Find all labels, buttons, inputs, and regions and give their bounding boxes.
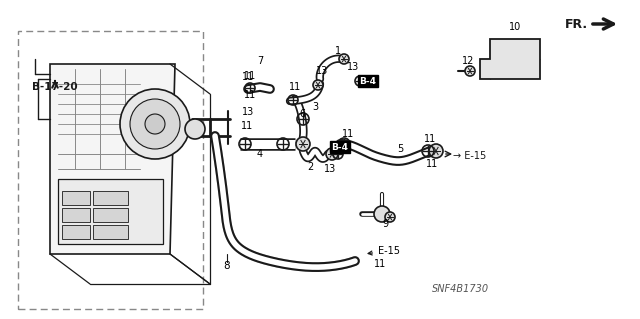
Bar — [62, 191, 90, 205]
Text: 4: 4 — [257, 149, 263, 159]
Text: → E-15: → E-15 — [453, 151, 486, 161]
Circle shape — [385, 212, 395, 222]
Text: 7: 7 — [257, 56, 263, 66]
Text: 11: 11 — [241, 121, 253, 131]
Text: 11: 11 — [244, 90, 256, 100]
Bar — [93, 225, 128, 239]
Circle shape — [145, 114, 165, 134]
Circle shape — [326, 148, 338, 160]
Circle shape — [296, 137, 310, 151]
Bar — [93, 191, 128, 205]
Text: 11: 11 — [374, 259, 386, 269]
Circle shape — [313, 80, 323, 90]
Text: 9: 9 — [382, 219, 388, 229]
Text: 11: 11 — [424, 134, 436, 144]
Text: 2: 2 — [307, 162, 313, 172]
Text: 1: 1 — [335, 46, 341, 56]
Bar — [58, 179, 163, 244]
Text: 11: 11 — [426, 159, 438, 169]
Text: 10: 10 — [509, 22, 521, 32]
Bar — [18, 31, 203, 309]
Bar — [62, 225, 90, 239]
Circle shape — [339, 54, 349, 64]
Text: B-4: B-4 — [332, 143, 349, 152]
Text: 11: 11 — [244, 71, 256, 81]
Text: 6: 6 — [299, 109, 305, 119]
Circle shape — [429, 144, 443, 158]
Text: 11: 11 — [289, 82, 301, 92]
Text: 13: 13 — [242, 107, 254, 117]
Circle shape — [465, 66, 475, 76]
Text: 11: 11 — [242, 72, 254, 82]
Circle shape — [120, 89, 190, 159]
Text: B-17-20: B-17-20 — [32, 82, 78, 92]
Text: E-15: E-15 — [368, 246, 400, 256]
Text: 3: 3 — [312, 102, 318, 112]
Text: B-4: B-4 — [360, 77, 376, 85]
Circle shape — [130, 99, 180, 149]
Text: 8: 8 — [224, 261, 230, 271]
Bar — [62, 208, 90, 222]
Circle shape — [374, 206, 390, 222]
Polygon shape — [480, 39, 540, 79]
Text: FR.: FR. — [565, 18, 588, 31]
Text: 13: 13 — [324, 164, 336, 174]
Polygon shape — [50, 64, 175, 254]
Circle shape — [185, 119, 205, 139]
Text: 5: 5 — [397, 144, 403, 154]
Text: 13: 13 — [316, 66, 328, 76]
Bar — [93, 208, 128, 222]
Text: 11: 11 — [342, 129, 354, 139]
Text: 13: 13 — [347, 62, 359, 72]
Text: 12: 12 — [462, 56, 474, 66]
Text: SNF4B1730: SNF4B1730 — [431, 284, 488, 294]
